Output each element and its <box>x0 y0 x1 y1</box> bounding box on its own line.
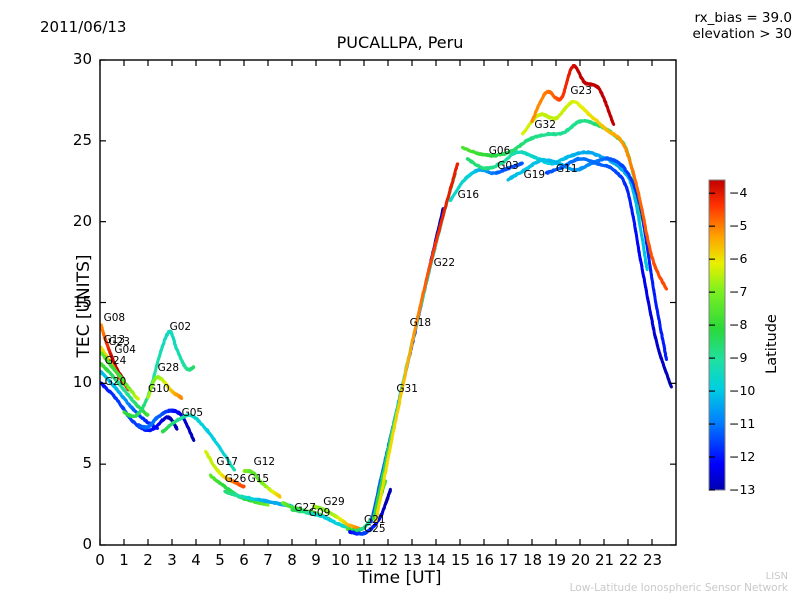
x-axis-label: Time [UT] <box>358 568 442 588</box>
series-g04 <box>100 362 150 417</box>
series-label-g31: G31 <box>396 382 418 395</box>
series-label-g20: G20 <box>104 376 127 389</box>
x-tick-label: 20 <box>571 551 591 569</box>
x-tick-label: 19 <box>547 551 567 569</box>
x-tick-label: 10 <box>331 551 351 569</box>
series-label-g28: G28 <box>157 361 180 374</box>
series-label-g16: G16 <box>457 188 480 201</box>
series-label-g18: G18 <box>409 316 432 329</box>
series-label-g21: G21 <box>364 513 386 526</box>
colorbar-tick-label: −10 <box>729 383 756 399</box>
series-label-g08: G08 <box>103 311 126 324</box>
x-tick-label: 15 <box>451 551 471 569</box>
series-label-g04: G04 <box>114 344 136 356</box>
x-tick-label: 8 <box>287 551 297 569</box>
x-tick-label: 23 <box>643 551 663 569</box>
series-label-g25: G25 <box>364 523 386 536</box>
colorbar-tick-label: −9 <box>729 350 748 366</box>
x-tick-label: 11 <box>355 551 375 569</box>
series-label-g29: G29 <box>323 495 345 508</box>
series-label-g11: G11 <box>556 162 578 175</box>
rx-bias-text: rx_bias = 39.0 <box>694 10 792 26</box>
x-tick-label: 1 <box>119 551 129 569</box>
series-label-g24: G24 <box>104 355 127 368</box>
axes-layer <box>99 59 677 546</box>
x-tick-label: 6 <box>239 551 249 569</box>
x-tick-label: 12 <box>379 551 399 569</box>
colorbar-gradient <box>708 179 726 491</box>
series-g23 <box>530 63 616 126</box>
series-label-g32: G32 <box>534 119 556 132</box>
series-g16 <box>448 161 524 203</box>
y-tick-label: 10 <box>72 373 92 392</box>
series-label-g23: G23 <box>108 335 130 348</box>
footer-network-name: Low-Latitude Ionospheric Sensor Network <box>569 582 788 594</box>
y-tick-label: 30 <box>72 50 92 68</box>
y-tick-label: 0 <box>82 535 92 553</box>
page-title: PUCALLPA, Peru <box>336 33 464 52</box>
x-tick-label: 18 <box>523 551 543 569</box>
x-tick-label: 4 <box>191 551 201 569</box>
metadata-block: rx_bias = 39.0 elevation > 30 <box>692 10 792 42</box>
series-label-g12: G12 <box>253 455 276 468</box>
series-g17 <box>204 449 246 489</box>
colorbar-tick-label: −4 <box>729 185 748 201</box>
elevation-text: elevation > 30 <box>692 26 792 42</box>
colorbar-tick-label: −7 <box>729 284 748 300</box>
x-tick-label: 3 <box>167 551 177 569</box>
series-g05 <box>160 413 237 472</box>
x-tick-label: 14 <box>427 551 447 569</box>
x-tick-label: 16 <box>475 551 495 569</box>
x-tick-label: 0 <box>95 551 105 569</box>
colorbar-tick-label: −8 <box>729 317 748 333</box>
series-label-g19: G19 <box>523 169 546 182</box>
series-label-g02: G02 <box>169 321 192 334</box>
footer-acronym: LISN <box>765 571 788 582</box>
series-label-g22: G22 <box>433 256 456 269</box>
y-tick-label: 15 <box>72 292 92 311</box>
series-label-g09: G09 <box>308 507 331 520</box>
series-g32 <box>520 99 669 291</box>
series-label-g10: G10 <box>148 382 170 395</box>
series-label-g27: G27 <box>294 502 316 515</box>
y-tick-label: 5 <box>82 454 92 473</box>
x-tick-label: 13 <box>403 551 423 569</box>
colorbar-tick-label: −11 <box>729 416 756 432</box>
series-g28 <box>146 374 184 400</box>
series-label-g06: G06 <box>488 145 511 158</box>
x-tick-label: 17 <box>499 551 519 569</box>
series-g23 <box>100 351 140 401</box>
data-series-layer <box>100 63 673 536</box>
series-g10 <box>136 408 196 442</box>
x-tick-label: 21 <box>595 551 615 569</box>
colorbar-tick-label: −5 <box>729 218 748 234</box>
series-g03 <box>465 150 649 272</box>
y-tick-label: 20 <box>72 211 92 230</box>
series-g22 <box>374 162 460 523</box>
x-tick-label: 2 <box>143 551 153 569</box>
x-tick-label: 9 <box>311 551 321 569</box>
series-label-g26: G26 <box>224 473 247 486</box>
series-label-g13: G13 <box>103 334 126 347</box>
colorbar-tick-label: −12 <box>729 449 756 465</box>
series-label-g23: G23 <box>570 85 592 98</box>
colorbar-tick-label: −13 <box>729 482 756 497</box>
series-g11 <box>544 156 673 389</box>
series-label-g17: G17 <box>216 455 238 468</box>
series-label-g03: G03 <box>497 159 519 172</box>
series-g19 <box>506 156 668 362</box>
x-tick-label: 5 <box>215 551 225 569</box>
x-tick-label: 22 <box>619 551 639 569</box>
series-label-g15: G15 <box>247 473 270 486</box>
series-label-g05: G05 <box>181 407 204 420</box>
series-g25 <box>348 487 392 536</box>
y-tick-label: 25 <box>72 130 92 149</box>
x-tick-label: 7 <box>263 551 273 569</box>
date-label: 2011/06/13 <box>40 18 127 36</box>
colorbar-ticks <box>709 192 715 491</box>
colorbar-tick-label: −6 <box>729 251 748 267</box>
series-g12 <box>242 468 282 499</box>
